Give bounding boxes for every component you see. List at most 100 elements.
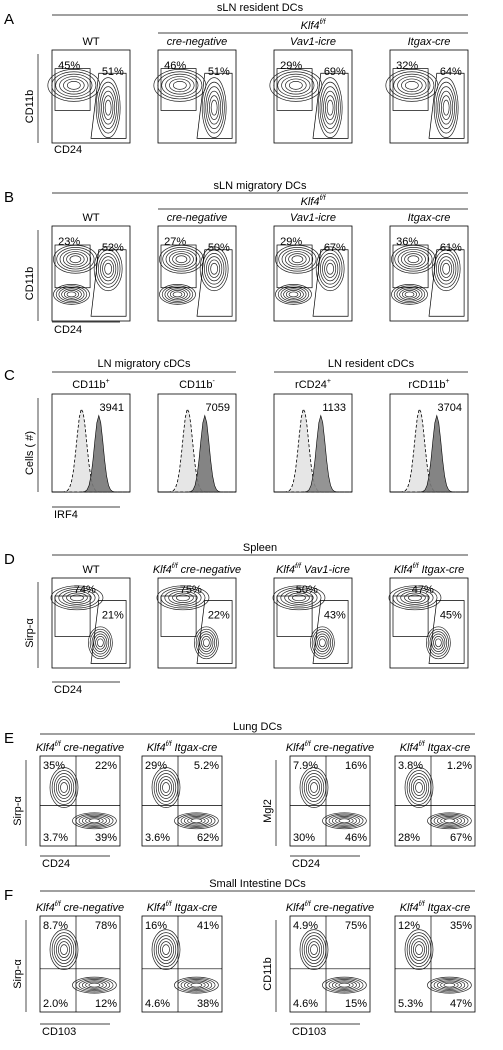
contour bbox=[100, 256, 117, 282]
contour bbox=[443, 818, 456, 824]
gate-percent: 29% bbox=[280, 236, 302, 248]
text-part: Klf4 bbox=[276, 564, 295, 576]
quadrant-percent: 3.7% bbox=[43, 832, 68, 844]
contour bbox=[408, 935, 430, 964]
superscript: f/f bbox=[295, 563, 302, 570]
contour bbox=[63, 78, 85, 93]
superscript: + bbox=[327, 378, 331, 385]
text-part: Klf4 bbox=[147, 742, 166, 754]
panel-letter: B bbox=[4, 189, 14, 206]
text-part: Klf4 bbox=[301, 196, 320, 208]
gate-percent: 67% bbox=[324, 242, 346, 254]
sample-histogram bbox=[274, 414, 352, 493]
gate bbox=[196, 249, 233, 317]
mfi-value: 3941 bbox=[100, 402, 124, 414]
x-axis-label: CD24 bbox=[42, 858, 70, 870]
quadrant-percent: 8.7% bbox=[43, 920, 68, 932]
contour bbox=[157, 71, 203, 100]
contour bbox=[104, 99, 112, 116]
contour bbox=[393, 285, 426, 304]
contour bbox=[165, 76, 195, 95]
label: WT bbox=[82, 564, 99, 576]
contour bbox=[151, 767, 181, 808]
plot-frame bbox=[389, 225, 469, 322]
label: Klf4f/f Itgax-cre bbox=[400, 901, 471, 914]
contour bbox=[291, 255, 304, 264]
contour bbox=[299, 929, 329, 970]
gate bbox=[392, 68, 429, 111]
mfi-value: 3704 bbox=[438, 402, 462, 414]
gate-percent: 50% bbox=[296, 584, 318, 596]
gate bbox=[160, 68, 197, 111]
contour bbox=[404, 80, 419, 90]
contour bbox=[51, 71, 97, 100]
contour bbox=[440, 981, 459, 989]
quadrant-percent: 4.6% bbox=[293, 998, 318, 1010]
gate-percent: 22% bbox=[208, 610, 230, 622]
label: Klf4f/f cre-negative bbox=[286, 901, 374, 914]
text-part: Klf4 bbox=[286, 742, 305, 754]
contour bbox=[397, 76, 427, 95]
label: Klf4f/f Itgax-cre bbox=[147, 741, 218, 754]
contour bbox=[303, 773, 325, 802]
gate bbox=[160, 244, 197, 289]
contour bbox=[435, 81, 457, 134]
contour bbox=[69, 255, 82, 264]
contour bbox=[404, 592, 426, 603]
label: cre-negative bbox=[167, 36, 228, 48]
quadrant-percent: 5.2% bbox=[194, 760, 219, 772]
text-part: rCD24 bbox=[295, 379, 327, 391]
contour bbox=[389, 71, 435, 100]
contour bbox=[187, 817, 206, 825]
gate-percent: 29% bbox=[280, 60, 302, 72]
contour bbox=[155, 935, 177, 964]
contour bbox=[85, 817, 104, 825]
text-part: cre-negative bbox=[64, 902, 125, 914]
quadrant-percent: 46% bbox=[345, 832, 367, 844]
plot-frame bbox=[273, 225, 353, 322]
contour bbox=[284, 251, 310, 268]
contour bbox=[160, 941, 172, 958]
sample-histogram bbox=[158, 414, 236, 493]
gate bbox=[428, 600, 465, 664]
contour bbox=[168, 251, 194, 268]
contour bbox=[199, 246, 229, 292]
text-part: WT bbox=[82, 564, 99, 576]
contour bbox=[275, 284, 312, 305]
contour bbox=[190, 982, 203, 988]
contour bbox=[81, 980, 107, 990]
contour bbox=[277, 285, 310, 304]
quadrant-percent: 4.6% bbox=[145, 998, 170, 1010]
y-axis-label: Mgl2 bbox=[262, 799, 274, 823]
contour bbox=[400, 251, 426, 268]
contour bbox=[407, 255, 420, 264]
contour bbox=[58, 589, 96, 607]
gate bbox=[276, 595, 313, 637]
contour bbox=[58, 779, 70, 796]
gate-percent: 27% bbox=[164, 236, 186, 248]
gate-percent: 21% bbox=[102, 610, 124, 622]
text-part: Vav1-icre bbox=[290, 212, 336, 224]
contour bbox=[60, 944, 68, 955]
gate-percent: 74% bbox=[74, 584, 96, 596]
text-part: CD11b bbox=[72, 379, 105, 391]
contour bbox=[399, 288, 420, 301]
panel-title: Small Intestine DCs bbox=[209, 878, 306, 890]
contour bbox=[53, 935, 75, 964]
contour bbox=[323, 90, 338, 125]
gate-percent: 45% bbox=[440, 610, 462, 622]
contour bbox=[331, 816, 357, 826]
contour bbox=[89, 628, 111, 657]
contour bbox=[326, 262, 335, 275]
contour bbox=[396, 287, 423, 302]
contour bbox=[415, 944, 423, 955]
gate-percent: 51% bbox=[102, 66, 124, 78]
plot-frame bbox=[289, 915, 371, 1013]
text-part: cre-negative bbox=[64, 742, 125, 754]
gate bbox=[312, 72, 349, 139]
contour bbox=[78, 979, 111, 992]
contour bbox=[162, 247, 201, 272]
contour bbox=[183, 816, 209, 826]
contour bbox=[174, 812, 219, 830]
